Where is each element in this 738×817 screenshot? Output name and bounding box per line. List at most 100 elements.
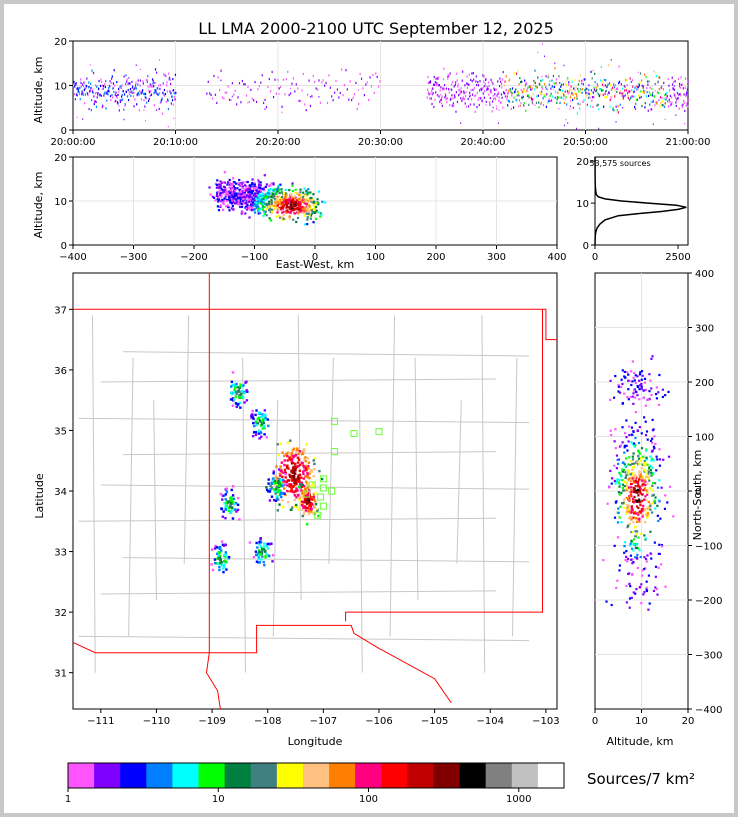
ew-source-mark xyxy=(217,190,220,193)
ew-source-mark xyxy=(234,192,237,195)
plan-source-mark xyxy=(235,382,238,386)
ns-source-mark xyxy=(632,392,635,395)
colorbar-segment xyxy=(459,763,486,788)
ns-source-mark xyxy=(654,496,657,499)
plan-source-mark xyxy=(258,411,261,414)
ew-source-mark xyxy=(281,191,284,194)
time-source-mark xyxy=(130,90,133,93)
ew-source-mark xyxy=(306,198,309,201)
plan-source-mark xyxy=(294,469,297,472)
time-source-mark xyxy=(664,102,666,105)
time-source-mark xyxy=(555,91,557,94)
plan-source-mark xyxy=(243,401,246,404)
plan-source-mark xyxy=(254,430,258,434)
plan-source-mark xyxy=(307,464,310,468)
ns-source-mark xyxy=(641,574,644,577)
ns-source-mark xyxy=(643,381,647,384)
time-source-mark xyxy=(498,99,500,102)
time-source-mark xyxy=(134,98,136,101)
time-source-mark xyxy=(605,89,607,93)
colorbar-tick-label: 1 xyxy=(65,794,71,805)
ns-source-mark xyxy=(627,498,630,501)
ew-source-mark xyxy=(271,201,274,204)
plan-source-mark xyxy=(220,507,224,511)
ew-source-mark xyxy=(219,180,222,183)
ns-source-mark xyxy=(615,467,618,470)
plan-source-mark xyxy=(259,541,263,544)
time-source-mark xyxy=(684,77,687,80)
ew-source-mark xyxy=(229,189,232,192)
ew-source-mark xyxy=(237,202,240,206)
ns-source-mark xyxy=(623,498,626,501)
time-source-mark xyxy=(684,109,686,113)
time-source-mark xyxy=(611,87,613,91)
plan-panel-xlabel: Longitude xyxy=(288,735,343,748)
time-source-mark xyxy=(493,88,495,91)
time-source-mark xyxy=(166,90,168,93)
ew-source-mark xyxy=(251,204,254,207)
time-source-mark xyxy=(136,92,139,96)
ew-source-mark xyxy=(245,189,248,192)
time-source-mark xyxy=(511,87,514,90)
ew-source-mark xyxy=(291,184,294,187)
plan-source-mark xyxy=(304,509,308,512)
time-source-mark xyxy=(440,93,442,96)
plan-source-mark xyxy=(259,537,262,540)
plan-source-mark xyxy=(295,465,298,469)
time-source-mark xyxy=(318,79,320,82)
time-source-mark xyxy=(435,77,437,80)
time-source-mark xyxy=(676,92,679,95)
ew-source-mark xyxy=(290,208,294,211)
ew-panel-xtick-label: 300 xyxy=(487,252,506,263)
plan-source-mark xyxy=(300,485,304,488)
time-source-mark xyxy=(500,80,502,83)
time-source-mark xyxy=(562,83,564,86)
plan-source-mark xyxy=(274,499,278,502)
ns-panel-ytick-label: 400 xyxy=(695,269,714,280)
plan-source-mark xyxy=(276,478,279,482)
time-source-mark xyxy=(164,74,166,77)
ns-source-mark xyxy=(631,380,634,383)
ew-source-mark xyxy=(245,185,248,188)
ns-source-mark xyxy=(658,448,661,451)
time-source-mark xyxy=(669,100,671,103)
time-source-mark xyxy=(127,83,129,86)
ns-source-mark xyxy=(645,586,648,589)
ew-source-mark xyxy=(245,202,248,205)
time-source-mark xyxy=(517,90,519,93)
ew-source-mark xyxy=(245,187,248,190)
time-source-mark xyxy=(428,93,430,96)
time-source-mark xyxy=(571,80,573,83)
ew-source-mark xyxy=(219,183,222,186)
plan-source-mark xyxy=(236,503,240,507)
ns-source-mark xyxy=(645,513,648,516)
time-source-mark xyxy=(567,77,569,80)
plan-source-mark xyxy=(231,371,235,374)
ew-source-mark xyxy=(220,195,223,198)
plan-source-mark xyxy=(264,416,267,419)
time-source-mark xyxy=(332,99,334,102)
plan-source-mark xyxy=(254,433,258,436)
time-source-mark xyxy=(619,103,621,106)
plan-source-mark xyxy=(292,470,295,474)
time-source-mark xyxy=(447,75,449,78)
plan-source-mark xyxy=(230,380,234,384)
plan-source-mark xyxy=(301,463,304,466)
ew-panel-ytick-label: 10 xyxy=(54,197,67,208)
ns-source-mark xyxy=(623,432,627,435)
time-source-mark xyxy=(686,91,688,94)
time-source-mark xyxy=(520,102,522,105)
plan-source-mark xyxy=(277,480,280,483)
time-source-mark xyxy=(298,99,300,103)
ew-source-mark xyxy=(281,201,284,204)
time-source-mark xyxy=(653,70,655,73)
plan-source-mark xyxy=(279,442,282,446)
ns-source-mark xyxy=(644,388,648,392)
ns-source-mark xyxy=(625,549,628,553)
ns-source-mark xyxy=(640,499,644,503)
ns-source-mark xyxy=(618,569,621,572)
ns-source-mark xyxy=(628,510,631,513)
ns-source-mark xyxy=(629,395,632,399)
ew-source-mark xyxy=(246,189,249,193)
time-source-mark xyxy=(301,89,303,92)
